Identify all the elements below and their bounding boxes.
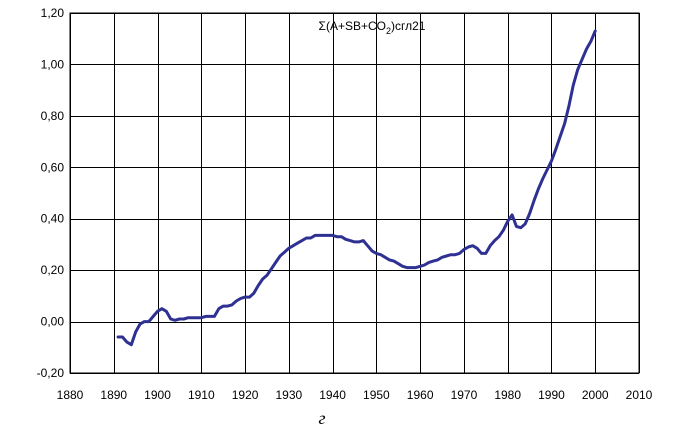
y-tick-label: 1,00 — [41, 57, 65, 71]
x-tick-label: 1920 — [232, 388, 259, 402]
series-legend-label: Σ(A+SB+CO2)сгл21 — [319, 19, 426, 36]
plot-frame — [69, 12, 640, 374]
x-tick-label: 1960 — [407, 388, 434, 402]
y-tick-label: 0,60 — [41, 160, 65, 174]
y-tick-label: 0,20 — [41, 263, 65, 277]
series-line-0 — [116, 29, 597, 347]
y-tick-label: 0,80 — [41, 109, 65, 123]
y-tick-label: -0,20 — [37, 366, 65, 380]
y-tick-label: 0,40 — [41, 212, 65, 226]
x-tick-label: 1910 — [188, 388, 215, 402]
x-tick-label: 1930 — [275, 388, 302, 402]
x-axis-label: г — [318, 408, 325, 428]
x-tick-label: 2010 — [626, 388, 653, 402]
y-tick-label: 1,20 — [41, 6, 65, 20]
x-tick-label: 1990 — [538, 388, 565, 402]
x-tick-label: 2000 — [582, 388, 609, 402]
x-tick-label: 1980 — [494, 388, 521, 402]
series-lines — [116, 29, 597, 347]
x-tick-labels: 1880 1890 1900 1910 1920 1930 1940 1950 1960 1970… — [57, 388, 653, 402]
x-tick-label: 1900 — [144, 388, 171, 402]
y-tick-labels: -0,20 0,00 0,20 0,40 0,60 0,80 1,00 1,20 — [37, 6, 65, 380]
x-tick-label: 1940 — [319, 388, 346, 402]
x-tick-label: 1950 — [363, 388, 390, 402]
grid — [70, 13, 640, 374]
x-tick-label: 1880 — [57, 388, 84, 402]
x-tick-label: 1890 — [100, 388, 127, 402]
y-tick-label: 0,00 — [41, 315, 65, 329]
x-tick-label: 1970 — [451, 388, 478, 402]
